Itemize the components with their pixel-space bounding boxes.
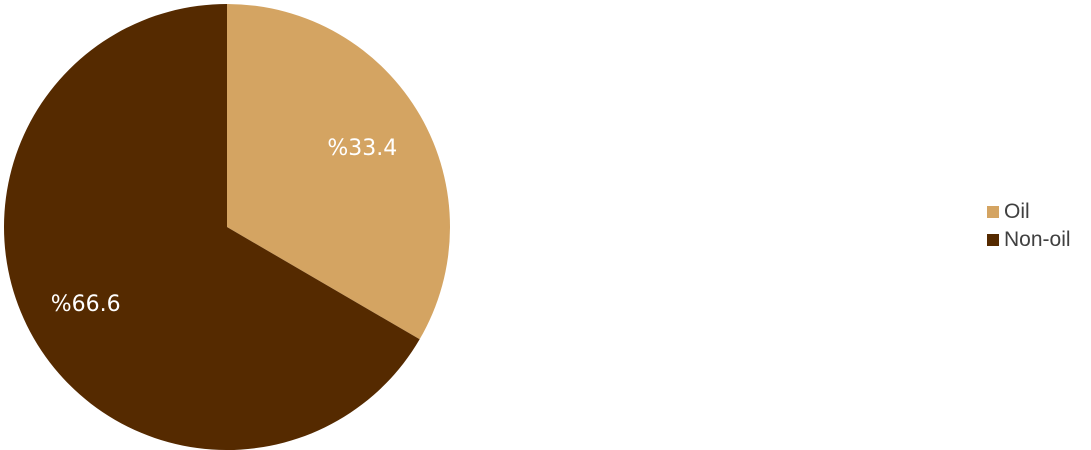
pie-labels: %33.4 %66.6 <box>51 136 397 317</box>
legend-item-non-oil: Non-oil <box>987 226 1071 254</box>
pie-slice-oil <box>227 4 450 340</box>
legend-item-oil: Oil <box>987 198 1071 226</box>
pie-label-oil: %33.4 <box>327 136 397 161</box>
pie-slices <box>3 4 450 450</box>
pie-label-non-oil: %66.6 <box>51 292 121 317</box>
legend-label-non-oil: Non-oil <box>1004 228 1071 251</box>
legend-swatch-non-oil <box>987 234 999 246</box>
legend-swatch-oil <box>987 206 999 218</box>
pie-slice-non-oil <box>3 4 420 450</box>
legend-label-oil: Oil <box>1004 200 1030 223</box>
legend: Oil Non-oil <box>987 198 1071 254</box>
